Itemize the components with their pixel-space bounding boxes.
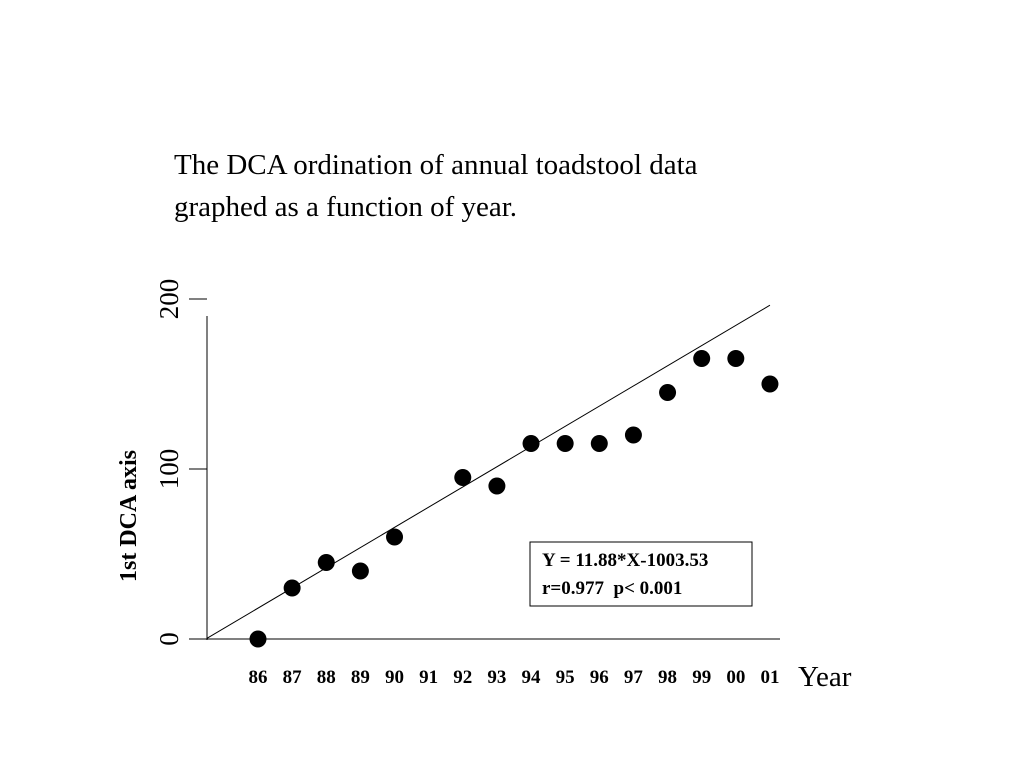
- x-tick-label: 91: [419, 667, 438, 688]
- data-point: [693, 350, 711, 367]
- data-point: [659, 384, 677, 401]
- caption-line-1: The DCA ordination of annual toadstool d…: [174, 149, 698, 181]
- data-points: [249, 350, 779, 648]
- data-point: [488, 477, 506, 495]
- x-tick-label: 90: [385, 667, 404, 688]
- annotation-frame: [529, 541, 753, 607]
- x-ticks: 86 87 88 89 90 91 92 93 94 95 96 97 98 99 00 01: [249, 667, 780, 688]
- stats-text: r=0.977 p< 0.001: [542, 578, 682, 599]
- x-tick-label: 99: [692, 667, 711, 688]
- x-tick-label: 86: [249, 667, 268, 688]
- data-point: [454, 469, 472, 486]
- data-point: [317, 554, 335, 571]
- y-tick-label: 200: [154, 279, 184, 320]
- x-tick-label: 89: [351, 667, 370, 688]
- data-point: [624, 426, 642, 444]
- data-point: [249, 630, 267, 648]
- chart-caption: The DCA ordination of annual toadstool d…: [174, 144, 854, 228]
- x-tick-label: 95: [556, 667, 575, 688]
- x-tick-label: 97: [624, 667, 644, 688]
- axes: [206, 316, 780, 640]
- y-tick-label: 0: [154, 632, 184, 646]
- x-tick-label: 93: [487, 667, 506, 688]
- regression-line: [206, 304, 771, 639]
- x-tick-label: 88: [317, 667, 336, 688]
- caption-line-2: graphed as a function of year.: [174, 191, 518, 223]
- data-point: [761, 375, 779, 393]
- data-point: [727, 350, 745, 367]
- data-point: [556, 435, 574, 452]
- y-ticks: 0 100 200: [154, 279, 207, 646]
- data-point: [386, 528, 404, 546]
- regression-annotation: Y = 11.88*X-1003.53 r=0.977 p< 0.001: [529, 541, 753, 607]
- y-axis-label: 1st DCA axis: [116, 450, 142, 582]
- x-tick-label: 01: [760, 667, 779, 688]
- x-axis-label: Year: [798, 661, 852, 693]
- x-tick-label: 96: [590, 667, 609, 688]
- x-tick-label: 00: [726, 667, 745, 688]
- x-tick-label: 87: [283, 667, 303, 688]
- data-point: [522, 435, 540, 452]
- data-point: [283, 579, 301, 597]
- data-point: [590, 435, 608, 452]
- x-tick-label: 94: [522, 667, 542, 688]
- equation-text: Y = 11.88*X-1003.53: [542, 550, 708, 571]
- y-tick-label: 100: [154, 449, 184, 490]
- x-tick-label: 98: [658, 667, 677, 688]
- x-tick-label: 92: [453, 667, 472, 688]
- data-point: [351, 562, 369, 580]
